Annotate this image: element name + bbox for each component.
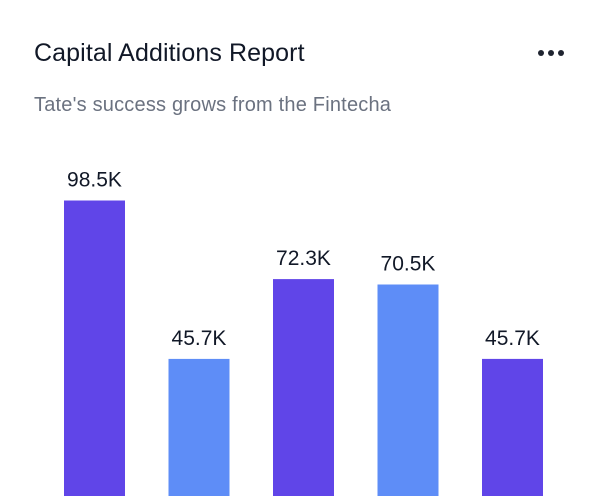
more-options-button[interactable] [532, 40, 570, 66]
bar-5 [482, 358, 543, 496]
bar-3 [273, 279, 334, 496]
chart-title: Capital Additions Report [34, 39, 305, 67]
bar-value-label-5: 45.7K [485, 327, 540, 350]
chart-subtitle: Tate's success grows from the Fintecha [34, 94, 392, 116]
bar-value-label-1: 98.5K [67, 169, 122, 192]
bar-value-label-3: 72.3K [276, 247, 331, 270]
more-options-icon-dot [548, 50, 554, 56]
bar-value-label-4: 70.5K [381, 253, 436, 276]
more-options-icon-dot [558, 50, 564, 56]
bar-4 [377, 284, 439, 496]
bar-value-label-2: 45.7K [172, 327, 227, 350]
more-options-icon [538, 50, 544, 56]
bar-2 [168, 358, 230, 496]
bar-1 [64, 200, 125, 496]
